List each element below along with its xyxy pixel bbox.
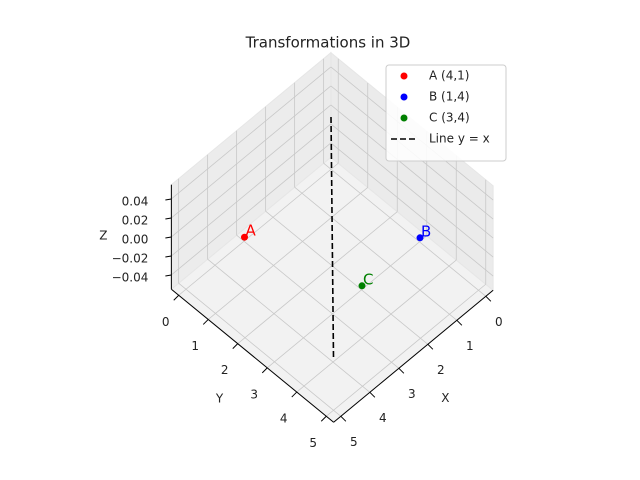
x-tick	[427, 343, 434, 350]
grid-line	[294, 186, 458, 321]
data-line	[330, 116, 335, 359]
x-axis	[333, 289, 494, 423]
y-tick	[261, 367, 268, 374]
x-tick	[369, 391, 376, 398]
z-tick	[165, 217, 172, 220]
legend-swatch	[400, 114, 408, 122]
x-tick	[340, 415, 347, 422]
grid-line	[237, 211, 398, 344]
point-label: C	[363, 270, 373, 288]
grid-line	[171, 66, 332, 200]
grid-line	[171, 104, 332, 238]
legend-swatch	[400, 93, 408, 101]
grid-line	[330, 104, 494, 239]
x-tick-label: 5	[350, 435, 358, 449]
z-axis-label: Z	[99, 228, 107, 242]
legend-swatch	[400, 72, 408, 80]
y-tick-label: 5	[309, 436, 317, 450]
x-tick-label: 3	[408, 387, 416, 401]
z-tick	[165, 198, 172, 201]
z-tick	[165, 255, 172, 258]
z-tick-label: −0.02	[112, 251, 149, 265]
z-tick-label: 0.04	[122, 194, 149, 208]
x-tick-label: 0	[495, 315, 503, 329]
chart-title: Transformations in 3D	[245, 34, 411, 52]
grid-line	[236, 234, 400, 369]
grid-line	[207, 258, 371, 393]
y-tick	[202, 319, 209, 325]
grid-line	[178, 282, 342, 417]
grid-line	[330, 123, 494, 258]
x-axis-label: X	[441, 391, 449, 405]
grid-line	[266, 235, 428, 369]
grid-line	[178, 162, 339, 296]
grid-line	[325, 283, 487, 417]
z-tick	[165, 236, 172, 239]
grid-line	[171, 85, 332, 219]
grid-line	[207, 187, 369, 320]
x-tick	[485, 295, 492, 302]
x-tick	[398, 367, 405, 374]
x-tick-label: 2	[437, 363, 445, 377]
legend-label: B (1,4)	[429, 90, 470, 104]
data-point	[241, 233, 248, 241]
y-tick	[320, 415, 327, 422]
point-label: B	[421, 222, 431, 240]
grid-line	[171, 123, 332, 257]
grid-line	[323, 162, 487, 297]
y-tick	[291, 391, 298, 398]
grid-line	[265, 210, 429, 345]
data-point	[416, 234, 424, 242]
z-tick	[165, 274, 172, 277]
grid-line	[171, 142, 332, 276]
y-axis	[171, 288, 334, 423]
y-tick-label: 0	[162, 315, 170, 329]
legend: A (4,1) B (1,4) C (3,4) Line y = x	[385, 64, 507, 162]
legend-box	[385, 64, 507, 162]
legend-label: A (4,1)	[429, 69, 469, 83]
legend-label: C (3,4)	[429, 111, 470, 125]
data-point	[358, 282, 366, 290]
z-tick-label: 0.00	[122, 232, 149, 246]
y-tick	[173, 294, 180, 301]
x-tick	[456, 319, 463, 326]
legend-label: Line y = x	[429, 132, 490, 146]
z-tick-label: −0.04	[112, 270, 149, 284]
y-tick-label: 1	[191, 339, 199, 353]
y-tick	[232, 343, 239, 350]
y-tick-label: 4	[280, 412, 288, 426]
x-tick-label: 1	[466, 339, 474, 353]
x-tick-label: 4	[379, 411, 387, 425]
grid-line	[330, 142, 494, 277]
point-label: A	[246, 222, 257, 240]
y-tick-label: 2	[221, 363, 229, 377]
y-axis-label: Y	[215, 391, 224, 405]
z-tick-label: 0.02	[122, 213, 149, 227]
y-tick-label: 3	[250, 387, 258, 401]
grid-line	[296, 259, 457, 393]
